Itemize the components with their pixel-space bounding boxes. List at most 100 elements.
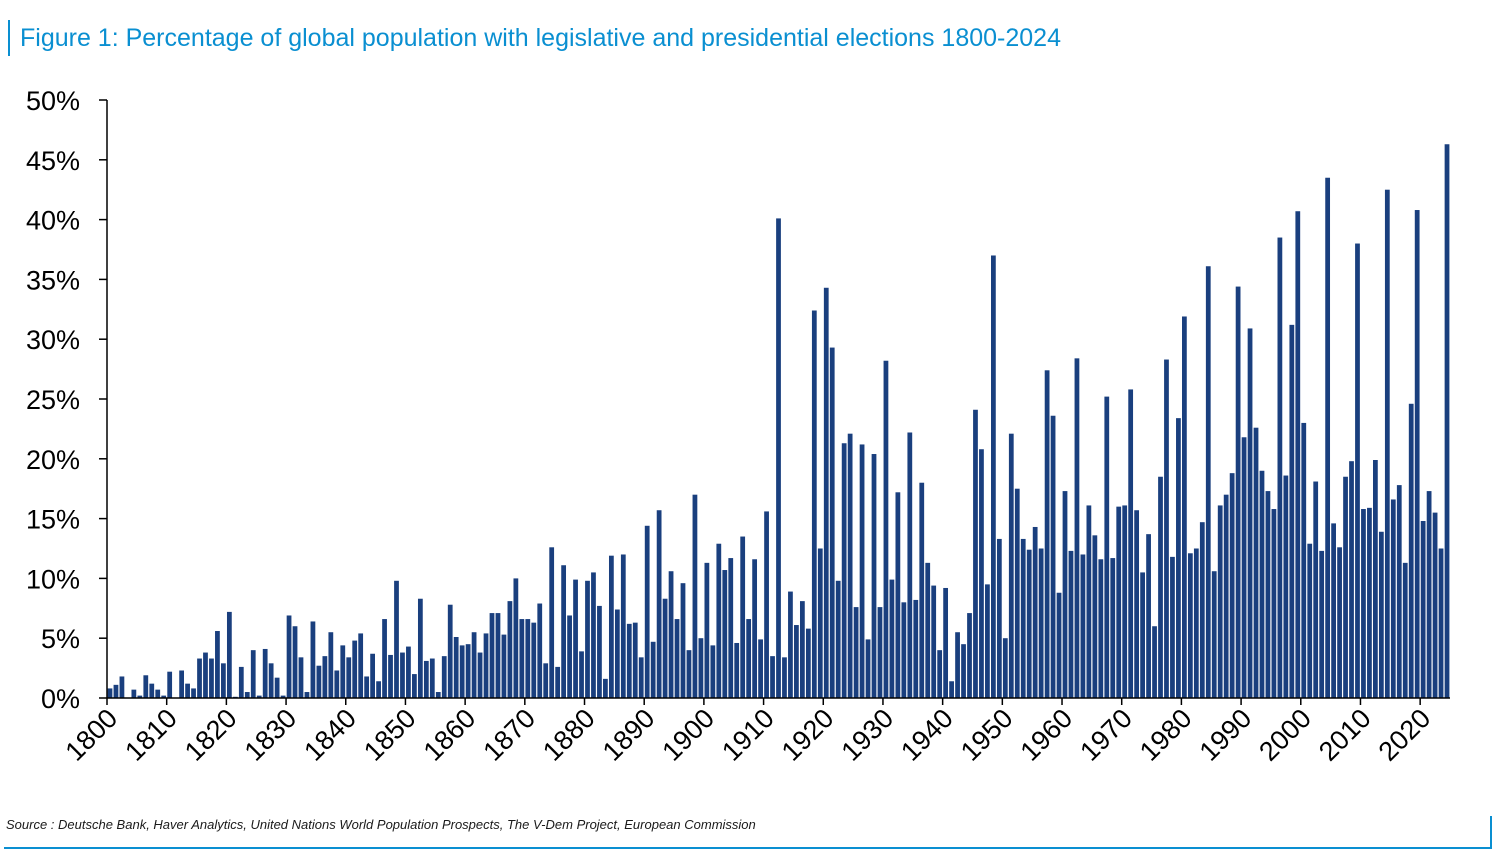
bar-1990 (1241, 437, 1247, 698)
bar-1934 (907, 432, 913, 698)
bar-1969 (1116, 506, 1122, 698)
x-tick-label: 1890 (597, 703, 661, 767)
x-tick-label: 2010 (1313, 703, 1377, 767)
bar-1842 (358, 633, 364, 698)
bar-1806 (143, 675, 149, 698)
bar-1925 (853, 607, 859, 698)
bar-1961 (1068, 550, 1074, 698)
bar-1915 (794, 625, 799, 698)
bar-1907 (746, 619, 752, 698)
bar-1832 (298, 657, 304, 698)
bar-1982 (1193, 548, 1199, 698)
bar-1950 (1002, 638, 1008, 698)
bar-2024 (1444, 144, 1450, 698)
title-bar: Figure 1: Percentage of global populatio… (8, 20, 1061, 56)
bar-1939 (937, 650, 943, 698)
x-tick-label: 1980 (1134, 703, 1198, 767)
bar-1970 (1122, 505, 1128, 698)
bars (107, 144, 1450, 699)
bar-1862 (477, 652, 483, 698)
bar-1952 (1014, 488, 1020, 698)
bar-1956 (1038, 548, 1044, 698)
bar-1914 (788, 591, 793, 698)
bar-1900 (704, 562, 710, 698)
bar-1958 (1050, 415, 1056, 698)
bar-1888 (632, 622, 638, 698)
bar-1960 (1062, 491, 1068, 698)
bar-2014 (1384, 189, 1390, 698)
bar-1843 (364, 676, 370, 698)
x-tick-label: 1870 (477, 703, 541, 767)
bar-1805 (137, 695, 143, 698)
bar-1800 (107, 688, 113, 698)
y-tick-label: 45% (26, 146, 80, 176)
bar-1876 (561, 565, 567, 698)
bar-1856 (441, 656, 447, 698)
y-tick-label: 5% (41, 624, 80, 654)
bar-2004 (1325, 177, 1331, 699)
x-tick-label: 1850 (358, 703, 422, 767)
bar-2008 (1349, 461, 1354, 698)
bar-1895 (674, 619, 680, 698)
bar-1884 (608, 555, 614, 698)
bar-1873 (543, 663, 549, 698)
bar-1837 (328, 632, 334, 698)
bar-1908 (752, 559, 758, 698)
bar-1916 (799, 601, 805, 698)
bar-1834 (310, 621, 316, 698)
bar-1869 (519, 619, 525, 698)
bar-1857 (447, 604, 453, 698)
bar-1944 (967, 613, 972, 698)
bar-1962 (1074, 358, 1080, 698)
bar-1922 (835, 580, 841, 698)
chart-title: Figure 1: Percentage of global populatio… (20, 24, 1061, 52)
bar-1963 (1080, 554, 1086, 698)
bar-1838 (334, 670, 340, 698)
bar-1846 (382, 619, 387, 698)
bar-1835 (316, 665, 322, 698)
bar-1989 (1235, 286, 1241, 698)
bar-1827 (268, 663, 274, 698)
bar-1849 (400, 652, 405, 698)
bar-1905 (734, 642, 740, 698)
bar-1909 (758, 639, 763, 698)
bar-1954 (1026, 549, 1032, 698)
bar-1942 (955, 632, 960, 698)
bar-1945 (973, 409, 978, 698)
bar-1899 (698, 638, 704, 698)
x-tick-label: 1970 (1074, 703, 1138, 767)
bar-1935 (913, 599, 919, 698)
bar-1802 (119, 676, 125, 698)
bar-1883 (603, 678, 608, 698)
bar-1880 (585, 580, 590, 698)
bar-1801 (113, 684, 119, 698)
bar-1988 (1229, 473, 1235, 698)
bar-chart: 0% 5% 10% 15% 20% 25% 30% 35% 40% 45% 50% 18001810… (26, 86, 1450, 767)
bar-1892 (656, 510, 662, 698)
bar-1898 (692, 494, 698, 698)
y-tick-label: 10% (26, 564, 80, 594)
y-tick-label: 35% (26, 265, 80, 295)
bar-1829 (280, 695, 286, 698)
x-tick-label: 1880 (537, 703, 601, 767)
x-tick-label: 1990 (1194, 703, 1258, 767)
bar-2017 (1402, 562, 1408, 698)
footer-corner-mark (1490, 816, 1492, 849)
bar-1936 (919, 482, 925, 698)
bar-1861 (471, 632, 477, 698)
bar-1845 (376, 681, 381, 698)
source-note: Source : Deutsche Bank, Haver Analytics,… (6, 817, 756, 832)
bar-1872 (537, 603, 543, 698)
bar-1894 (668, 571, 674, 698)
bar-1817 (209, 658, 214, 698)
y-axis-ticks: 0% 5% 10% 15% 20% 25% 30% 35% 40% 45% 50% (26, 86, 107, 714)
bar-1940 (943, 587, 949, 698)
bar-1847 (388, 654, 393, 698)
bar-2022 (1432, 512, 1438, 698)
bar-1957 (1044, 370, 1050, 698)
bar-1918 (811, 310, 817, 698)
x-tick-label: 1830 (239, 703, 303, 767)
bar-1844 (370, 653, 375, 698)
bar-1937 (925, 562, 931, 698)
bar-1831 (292, 626, 298, 698)
